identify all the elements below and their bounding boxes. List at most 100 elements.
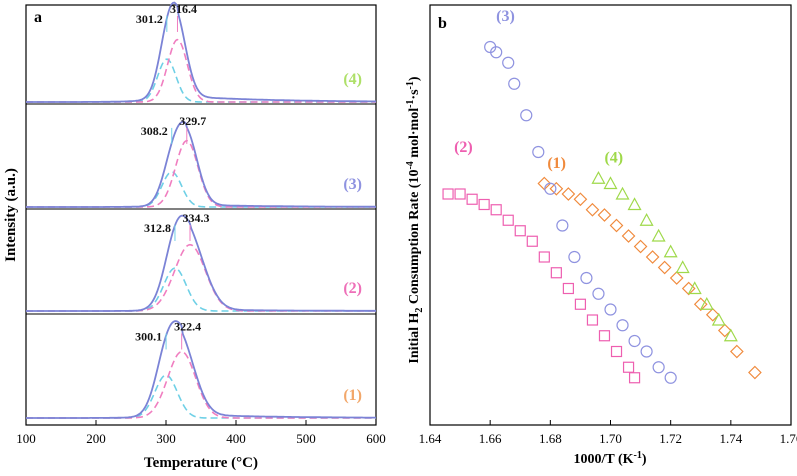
panel-b-series-3-point-12 bbox=[616, 319, 629, 332]
panel-a-curve-3-fit-low bbox=[26, 267, 376, 312]
panel-a-y-axis-title: Intensity (a.u.) bbox=[3, 168, 19, 262]
panel-b-series-3-point-16 bbox=[664, 371, 677, 384]
panel-b-series-4-point-5 bbox=[651, 228, 666, 242]
panel-b-series-4-point-11 bbox=[723, 328, 738, 342]
panel-a-curve-3-peak-label-2: 334.3 bbox=[183, 211, 210, 225]
panel-b-series-2-point-16 bbox=[628, 372, 641, 384]
panel-a-curve-2-peak-label-2: 329.7 bbox=[179, 114, 206, 128]
panel-b-series-4-point-3 bbox=[627, 197, 642, 211]
panel-a-curve-4-measured bbox=[26, 320, 376, 419]
panel-b-series-1-point-10 bbox=[657, 260, 672, 275]
panel-a-curve-3-peak-label-1: 312.8 bbox=[144, 221, 171, 235]
panel-b-series-label-3: (3) bbox=[496, 8, 515, 25]
panel-a-plot-area: 301.2 316.4 (4) 308.2 329.7 (3) 312.8 334.3 (2) 3… bbox=[26, 1, 377, 419]
panel-a-curve-1-label: (4) bbox=[343, 71, 362, 88]
panel-b-series-2-point-11 bbox=[574, 298, 587, 310]
panel-b-x-tick-label-0: 1.64 bbox=[419, 431, 442, 446]
panel-a-curve-3-measured bbox=[26, 214, 376, 312]
panel-b-series-3-point-14 bbox=[640, 345, 653, 358]
panel-b-series-2-point-6 bbox=[514, 225, 526, 237]
panel-b-series-2-point-15 bbox=[622, 361, 635, 373]
panel-b-series-3-point-3 bbox=[508, 77, 521, 90]
panel-a-x-tick-label-2: 300 bbox=[156, 431, 176, 446]
panel-b-series-2-point-13 bbox=[598, 330, 611, 342]
panel-b-series-1-point-15 bbox=[717, 323, 732, 338]
panel-b-series-1-point-4 bbox=[585, 202, 600, 217]
panel-b-series-2-point-5 bbox=[502, 214, 514, 226]
panel-b-series-4-point-6 bbox=[663, 244, 678, 258]
panel-b-series-1-point-16 bbox=[730, 344, 744, 359]
panel-b-series-4-point-8 bbox=[687, 281, 702, 295]
panel-b-series-3-point-1 bbox=[490, 46, 503, 59]
panel-b-series-2-point-3 bbox=[478, 198, 490, 211]
panel-b-series-2-point-9 bbox=[550, 267, 562, 279]
panel-a-x-tick-label-1: 200 bbox=[86, 431, 106, 446]
panel-b-series-4-point-4 bbox=[639, 212, 654, 226]
panel-b-x-tick-label-6: 1.76 bbox=[780, 431, 797, 446]
panel-a-x-axis: 100 200 300 400 500 600 bbox=[16, 420, 386, 446]
panel-b-series-3-point-7 bbox=[556, 219, 569, 232]
panel-b-x-tick-label-5: 1.74 bbox=[719, 431, 742, 446]
panel-b-series-1-point-8 bbox=[633, 239, 648, 254]
panel-b-series-1-point-14 bbox=[705, 307, 720, 322]
panel-b-letter: b bbox=[438, 15, 447, 32]
panel-b-series-4-point-2 bbox=[615, 186, 630, 200]
panel-b-series-1-point-7 bbox=[621, 229, 636, 243]
panel-b-series-4-point-7 bbox=[675, 260, 690, 274]
panel-b-series-3-point-4 bbox=[520, 109, 533, 122]
panel-b-series-2-point-14 bbox=[610, 345, 623, 358]
panel-b-series-3-point-2 bbox=[502, 56, 515, 69]
panel-b-x-tick-label-3: 1.70 bbox=[599, 431, 622, 446]
panel-a-frame bbox=[25, 4, 377, 426]
panel-a-x-tick-label-4: 500 bbox=[296, 431, 316, 446]
panel-b-series-1-point-6 bbox=[609, 218, 624, 233]
panel-b-series-3-point-10 bbox=[592, 287, 605, 300]
panel-b-series-2-point-2 bbox=[466, 193, 478, 205]
panel-b-series-label-1: (1) bbox=[547, 155, 566, 172]
panel-b-series-1-point-5 bbox=[597, 208, 612, 222]
panel-b-x-tick-label-2: 1.68 bbox=[539, 431, 562, 446]
panel-b-series-2-point-4 bbox=[490, 204, 502, 216]
panel-a-curve-1-peak-label-2: 316.4 bbox=[170, 2, 197, 16]
panel-a-letter: a bbox=[34, 9, 42, 26]
panel-b-series-2-point-7 bbox=[526, 235, 538, 247]
panel-b-series-1-point-2 bbox=[561, 187, 576, 201]
panel-b-series-3-point-9 bbox=[580, 271, 593, 285]
panel-a-curve-3-label: (2) bbox=[343, 280, 362, 297]
panel-a-curve-1-peak-label-1: 301.2 bbox=[136, 12, 163, 26]
panel-a-curve-2-measured bbox=[26, 120, 377, 208]
panel-b-series-1-point-9 bbox=[645, 250, 660, 264]
panel-a-curve-4-fit-high bbox=[26, 350, 376, 419]
panel-b-series-4-point-10 bbox=[711, 312, 726, 326]
panel-b-series-1-point-3 bbox=[573, 192, 588, 207]
panel-b-series-4-point-9 bbox=[699, 296, 714, 310]
panel-b-series-3-point-5 bbox=[532, 145, 545, 159]
panel-b-series-4-point-0 bbox=[591, 170, 606, 184]
panel-a-curve-4-peak-label-1: 300.1 bbox=[135, 329, 162, 343]
panel-b-series-2-point-0 bbox=[442, 188, 454, 200]
panel-a-curve-4-peak-label-2: 322.4 bbox=[174, 319, 201, 333]
panel-a-x-tick-label-3: 400 bbox=[226, 431, 246, 446]
panel-a-curve-1-measured bbox=[26, 1, 376, 103]
panel-b-series-2-point-12 bbox=[586, 314, 599, 326]
panel-b-x-axis-title: 1000/T (K-1) bbox=[573, 450, 646, 467]
panel-b-series-4-point-1 bbox=[603, 176, 618, 190]
panel-b-series-3-point-13 bbox=[628, 334, 641, 348]
panel-a-curve-4-label: (1) bbox=[343, 387, 362, 404]
panel-b-series-2-point-1 bbox=[454, 188, 466, 200]
panel-a-curve-4-fit-low bbox=[26, 374, 376, 419]
panel-a-curve-1-fit-low bbox=[26, 58, 376, 103]
panel-a-curve-2-peak-label-1: 308.2 bbox=[141, 124, 168, 138]
panel-b-y-axis-title: Initial H2 Consumption Rate (10-4 mol·mo… bbox=[405, 76, 425, 363]
panel-b-series-1-point-11 bbox=[669, 271, 684, 285]
panel-a-curve-2-label: (3) bbox=[343, 176, 362, 193]
panel-b-x-tick-label-1: 1.66 bbox=[479, 431, 502, 446]
panel-b-series-3-point-11 bbox=[604, 303, 617, 316]
panel-b-x-axis: 1.64 1.66 1.68 1.70 1.72 1.74 1.76 bbox=[419, 420, 797, 446]
panel-b-series-label-2: (2) bbox=[454, 139, 473, 156]
panel-a-x-axis-title: Temperature (°C) bbox=[144, 455, 258, 471]
panel-b-series-2-point-10 bbox=[562, 282, 574, 295]
panel-b-series-3-point-15 bbox=[652, 361, 665, 374]
